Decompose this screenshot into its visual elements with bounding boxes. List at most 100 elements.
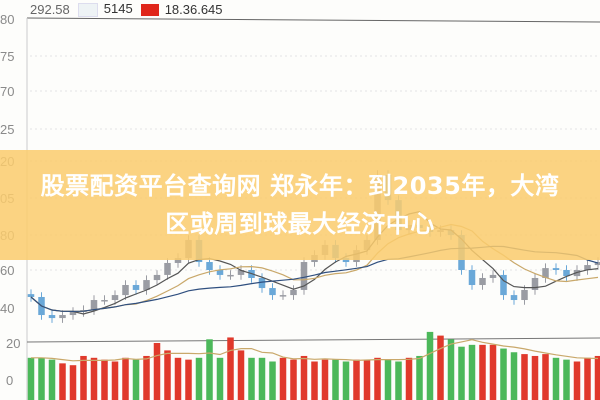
volume-bar xyxy=(279,357,287,400)
volume-bar xyxy=(237,350,245,400)
ma5-line xyxy=(30,210,599,315)
volume-bar xyxy=(531,355,539,400)
candle-body xyxy=(237,270,245,275)
volume-bar xyxy=(342,361,350,400)
candle-body xyxy=(90,300,98,311)
candle-body xyxy=(563,270,570,277)
volume-bar xyxy=(500,348,507,400)
candle-body xyxy=(258,277,266,289)
volume-bar xyxy=(489,344,497,400)
candle-body xyxy=(521,289,528,301)
volume-bar xyxy=(542,354,549,400)
volume-bar xyxy=(80,355,87,400)
headline-line-2: 区或周到球最大经济中心 xyxy=(165,210,435,238)
candle-body xyxy=(27,294,35,297)
volume-bar xyxy=(552,357,560,400)
volume-bar xyxy=(363,359,371,400)
volume-bar xyxy=(332,359,339,400)
volume-bar xyxy=(468,344,476,400)
volume-bar xyxy=(132,359,140,400)
volume-tick-label: 20 xyxy=(6,336,20,351)
volume-bar xyxy=(437,335,444,400)
candle-body xyxy=(584,265,591,270)
candle-body xyxy=(132,285,140,290)
volume-bar xyxy=(510,352,518,400)
volume-bar xyxy=(174,357,182,400)
volume-bar xyxy=(384,359,392,400)
headline-line-1: 股票配资平台查询网 郑永年：到2035年，大湾 xyxy=(40,172,560,200)
volume-bar xyxy=(153,343,161,400)
volume-bar xyxy=(227,337,234,400)
legend-item-3: 18.36.645 xyxy=(140,2,223,17)
candle-body xyxy=(59,315,66,319)
candle-body xyxy=(300,262,308,290)
candle-body xyxy=(122,285,129,296)
volume-panel-border xyxy=(26,337,600,343)
candle-body xyxy=(342,258,350,263)
volume-bar xyxy=(216,357,224,400)
volume-bar xyxy=(290,359,297,400)
volume-bar xyxy=(195,357,203,400)
volume-bar xyxy=(59,363,66,400)
volume-bar xyxy=(206,339,213,400)
volume-bar xyxy=(321,359,329,400)
volume-bar xyxy=(38,357,45,400)
volume-bar xyxy=(353,359,360,400)
candle-body xyxy=(468,270,476,286)
candle-body xyxy=(101,300,108,302)
volume-bar xyxy=(479,344,486,400)
volume-bar xyxy=(258,357,266,400)
volume-ma-line xyxy=(31,339,599,362)
candle-body xyxy=(48,315,56,319)
price-tick-label: 60 xyxy=(0,263,14,278)
volume-bar xyxy=(395,361,402,400)
volume-bar xyxy=(143,355,150,400)
candle-body xyxy=(531,277,539,290)
volume-bar xyxy=(248,357,255,400)
price-panel-top-border xyxy=(26,17,600,23)
volume-bar xyxy=(521,354,528,400)
price-tick-label: 75 xyxy=(0,49,14,64)
volume-bar xyxy=(185,359,192,400)
candle-body xyxy=(164,262,171,275)
volume-bar xyxy=(594,355,600,400)
volume-bars xyxy=(27,331,600,400)
candle-body xyxy=(174,258,182,263)
volume-bar xyxy=(311,361,318,400)
volume-bar xyxy=(447,339,455,400)
volume-bar xyxy=(426,331,434,400)
volume-bar xyxy=(48,359,56,400)
volume-bar xyxy=(269,361,276,400)
volume-bar xyxy=(101,359,108,400)
price-tick-label: 25 xyxy=(0,122,14,137)
candle-body xyxy=(489,274,497,278)
volume-bar xyxy=(416,355,423,400)
candle-body xyxy=(479,277,486,286)
legend: 292.58 5145 18.36.645 xyxy=(30,0,223,18)
candle-body xyxy=(216,270,224,275)
candle-body xyxy=(552,268,560,270)
legend-value-1: 292.58 xyxy=(30,1,70,17)
volume-bar xyxy=(164,350,171,400)
price-tick-label: 40 xyxy=(0,301,14,316)
candle-body xyxy=(69,311,77,316)
legend-value-2: 5145 xyxy=(103,1,133,17)
candle-body xyxy=(269,288,276,296)
price-tick-label: 70 xyxy=(0,84,14,99)
volume-bar xyxy=(69,365,77,400)
candle-body xyxy=(542,268,549,278)
candle-body xyxy=(510,295,518,301)
headline-banner: 股票配资平台查询网 郑永年：到2035年，大湾 区或周到球最大经济中心 xyxy=(0,150,600,260)
price-tick-label: 80 xyxy=(0,12,14,27)
volume-bar xyxy=(405,357,413,400)
volume-bar xyxy=(584,357,591,400)
volume-bar xyxy=(563,359,570,400)
candle-body xyxy=(500,274,507,296)
legend-swatch-red xyxy=(140,4,159,17)
legend-item-2: 5145 xyxy=(77,1,133,17)
candle-body xyxy=(227,274,234,277)
candle-body xyxy=(206,262,213,270)
volume-bar xyxy=(90,357,98,400)
volume-bar xyxy=(300,355,308,400)
